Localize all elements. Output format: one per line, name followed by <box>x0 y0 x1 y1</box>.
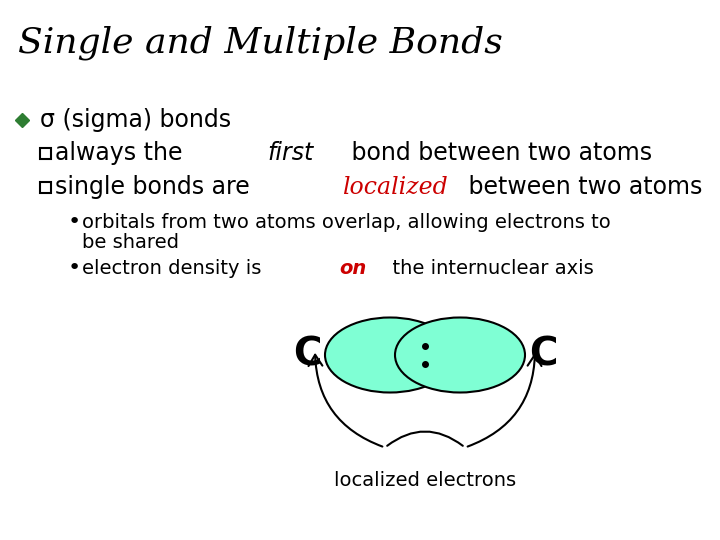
Bar <box>40 181 51 192</box>
FancyArrowPatch shape <box>387 431 463 446</box>
Ellipse shape <box>325 318 455 393</box>
Text: on: on <box>339 259 366 278</box>
Text: bond between two atoms: bond between two atoms <box>343 141 652 165</box>
Bar <box>40 147 51 159</box>
Text: localized: localized <box>343 176 448 199</box>
Text: always the: always the <box>55 141 190 165</box>
Text: the internuclear axis: the internuclear axis <box>380 259 594 278</box>
Text: between two atoms: between two atoms <box>461 175 703 199</box>
Text: be shared: be shared <box>82 233 179 253</box>
Text: σ (sigma) bonds: σ (sigma) bonds <box>40 108 231 132</box>
Text: •: • <box>68 258 81 278</box>
Text: electron density is: electron density is <box>82 259 268 278</box>
FancyArrowPatch shape <box>308 355 382 447</box>
Text: localized electrons: localized electrons <box>334 470 516 489</box>
Text: C: C <box>293 336 321 374</box>
Text: single bonds are: single bonds are <box>55 175 265 199</box>
Text: first: first <box>268 141 314 165</box>
Text: orbitals from two atoms overlap, allowing electrons to: orbitals from two atoms overlap, allowin… <box>82 213 611 232</box>
Text: C: C <box>528 336 557 374</box>
Ellipse shape <box>395 318 525 393</box>
Text: •: • <box>68 212 81 232</box>
Text: Single and Multiple Bonds: Single and Multiple Bonds <box>18 25 503 59</box>
FancyArrowPatch shape <box>467 355 541 447</box>
